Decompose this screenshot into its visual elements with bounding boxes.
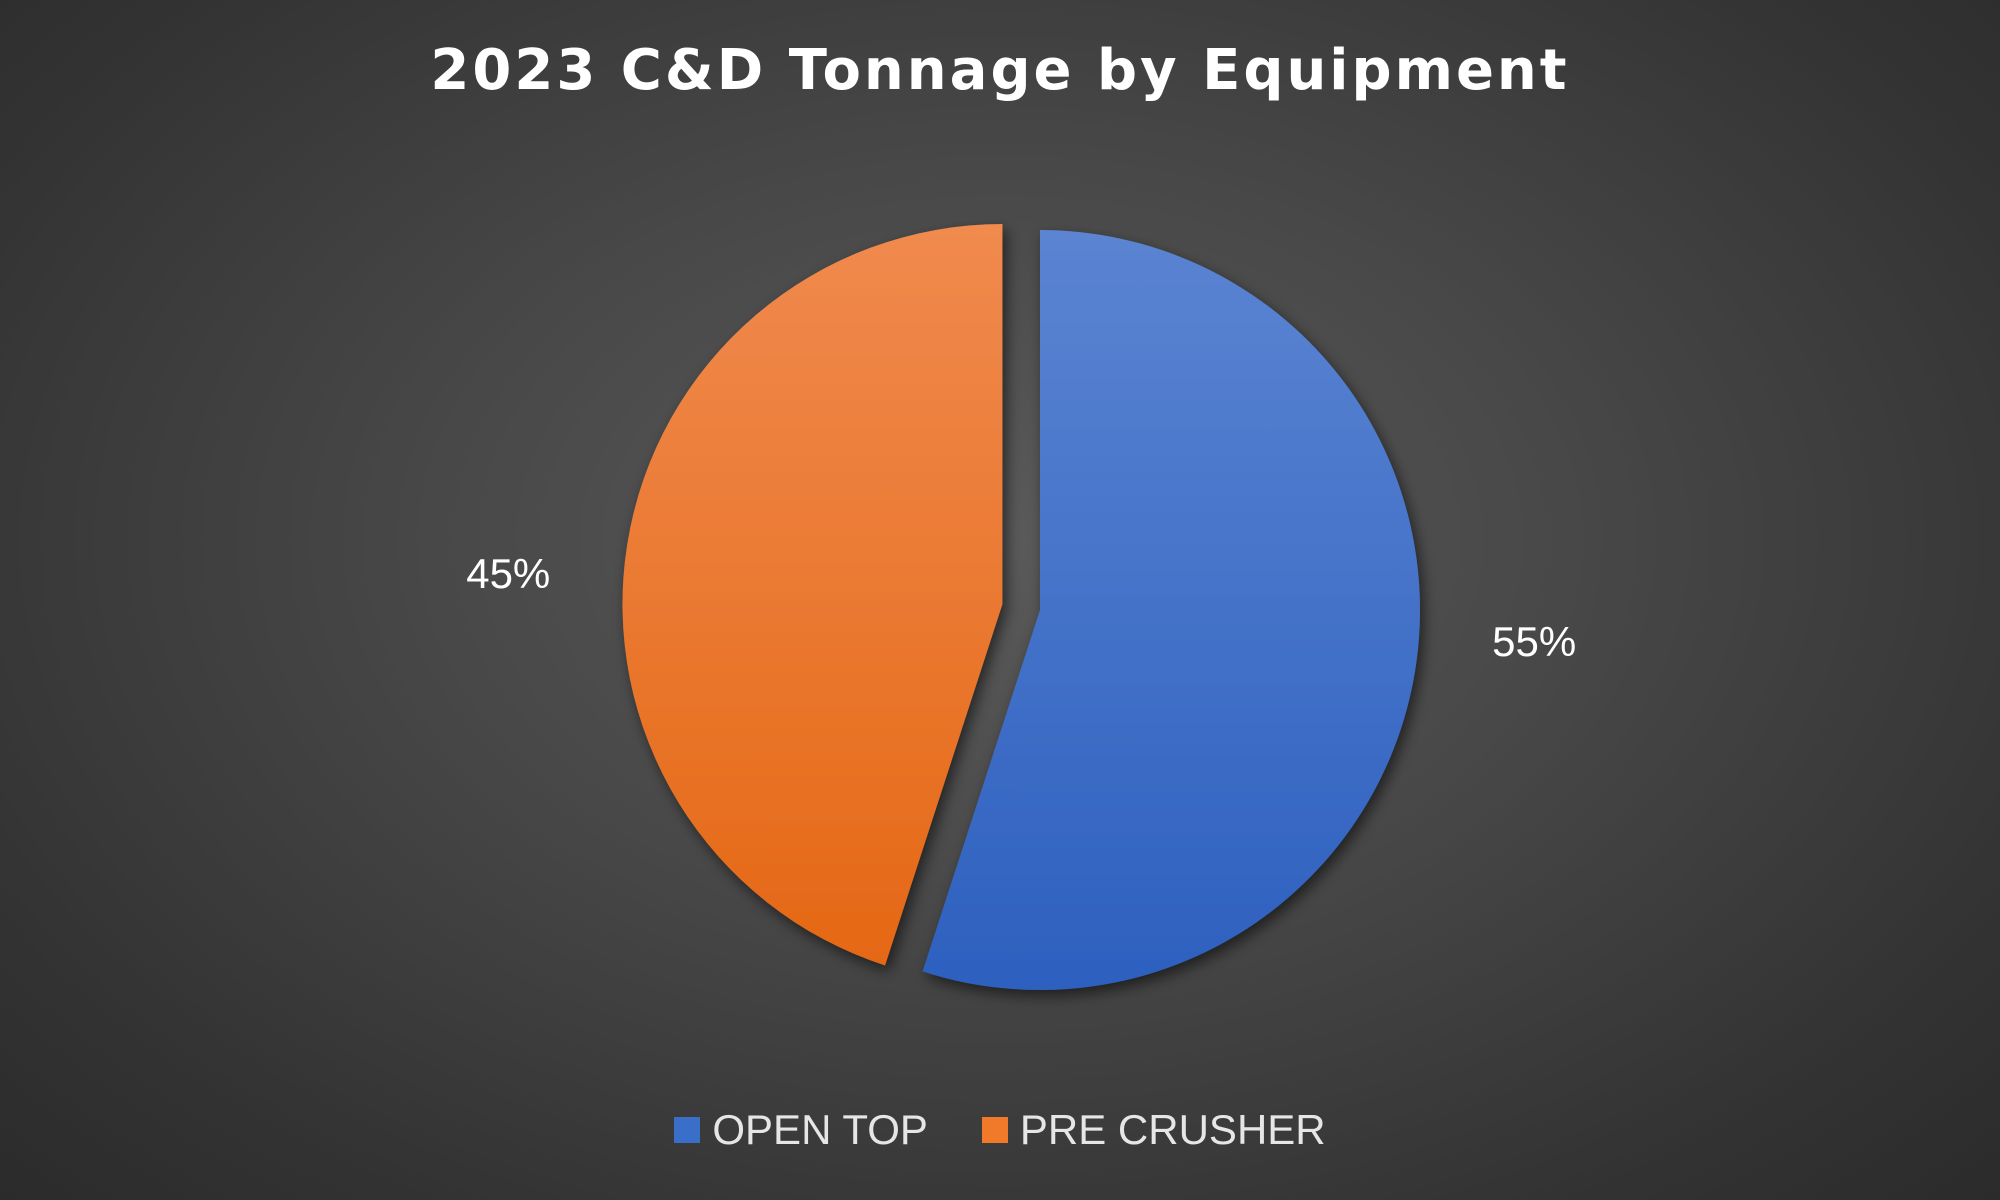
chart-title: 2023 C&D Tonnage by Equipment	[430, 38, 1570, 103]
pie-data-labels: 55% 45%	[466, 550, 1576, 665]
legend-label: PRE CRUSHER	[1019, 1106, 1326, 1153]
legend-swatch	[981, 1117, 1008, 1143]
data-label-pre-crusher: 45%	[466, 550, 550, 597]
pie-slice-open-top	[922, 230, 1420, 990]
legend-item-open-top: OPEN TOP	[674, 1106, 928, 1154]
pie-slices	[622, 224, 1420, 990]
data-label-open-top: 55%	[1492, 618, 1576, 665]
pie-slice-pre-crusher	[622, 224, 1003, 966]
legend-item-pre-crusher: PRE CRUSHER	[981, 1106, 1326, 1154]
legend-label: OPEN TOP	[712, 1106, 928, 1153]
legend: OPEN TOP PRE CRUSHER	[0, 1106, 2000, 1154]
legend-swatch	[674, 1117, 701, 1143]
